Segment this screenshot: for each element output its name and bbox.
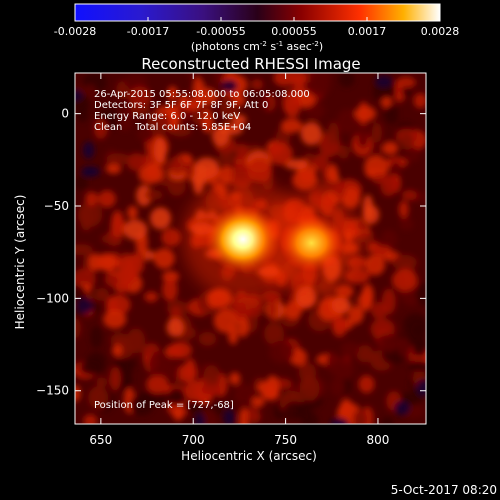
chart-title: Reconstructed RHESSI Image (141, 55, 360, 73)
heatmap-image (75, 73, 426, 424)
plot-frame (74, 72, 427, 425)
colorbar-tick-label: -0.0028 (54, 25, 96, 38)
x-tick-label: 700 (182, 433, 205, 447)
colorbar-tick-label: 0.0028 (421, 25, 460, 38)
annotation-detectors: Detectors: 3F 5F 6F 7F 8F 9F, Att 0 (94, 100, 268, 111)
source-peak (278, 213, 345, 273)
colorbar (75, 4, 440, 21)
colorbar-ticks (74, 17, 441, 21)
x-tick-label: 750 (274, 433, 297, 447)
y-tick-label: −100 (36, 291, 69, 305)
y-tick-labels: 0 −50 −100 −150 (36, 107, 69, 398)
x-tick-label: 650 (89, 433, 112, 447)
colorbar-units: (photons cm-2 s-1 asec-2) (191, 40, 323, 53)
annotation-peak: Position of Peak = [727,-68] (94, 400, 234, 411)
annotation-time: 26-Apr-2015 05:55:08.000 to 06:05:08.000 (94, 89, 310, 100)
colorbar-tick-label: 0.00055 (271, 25, 317, 38)
x-tick-label: 800 (367, 433, 390, 447)
colorbar-frame (74, 3, 441, 22)
annotation-energy: Energy Range: 6.0 - 12.0 keV (94, 111, 240, 122)
colorbar-tick-label: -0.0017 (127, 25, 169, 38)
footer-date: 5-Oct-2017 08:20 (391, 483, 497, 497)
colorbar-tick-label: -0.00055 (196, 25, 245, 38)
x-axis-label: Heliocentric X (arcsec) (181, 449, 317, 463)
colorbar-tick-label: 0.0017 (348, 25, 387, 38)
y-tick-label: −150 (36, 384, 69, 398)
colorbar-tick-labels: -0.0028 -0.0017 -0.00055 0.00055 0.0017 0.002… (54, 25, 459, 38)
axis-ticks (75, 73, 426, 424)
y-tick-label: −50 (44, 199, 69, 213)
y-tick-label: 0 (61, 107, 69, 121)
y-axis-label: Heliocentric Y (arcsec) (13, 195, 27, 330)
x-tick-labels: 650 700 750 800 (89, 433, 389, 447)
annotation-clean: Clean Total counts: 5.85E+04 (94, 122, 251, 133)
